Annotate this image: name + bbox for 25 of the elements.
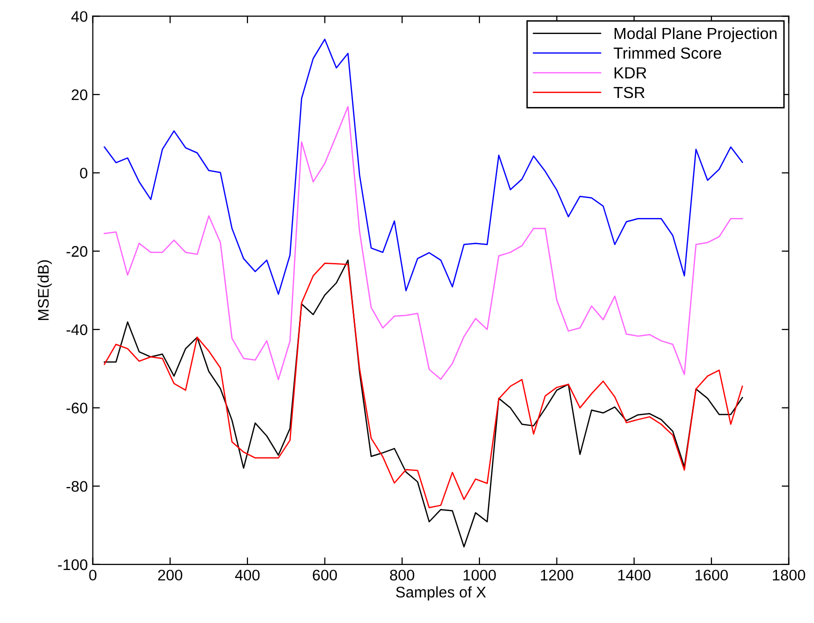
x-tick-label: 200 <box>158 570 182 581</box>
y-tick-label: -80 <box>66 480 88 492</box>
legend-label: TSR <box>614 86 645 98</box>
legend-label: Modal Plane Projection <box>614 27 777 42</box>
x-tick-label: 400 <box>235 570 260 581</box>
y-tick-label: -20 <box>66 246 88 257</box>
line-series <box>104 106 743 380</box>
y-tick-label: -40 <box>66 324 88 336</box>
y-axis-title: MSE(dB) <box>38 260 52 320</box>
y-tick-label: 20 <box>72 89 88 100</box>
legend-label: Trimmed Score <box>614 47 722 59</box>
legend-label: KDR <box>614 67 646 78</box>
y-tick-label: 40 <box>71 11 88 22</box>
y-tick-label: -60 <box>66 402 88 414</box>
x-tick-label: 1000 <box>464 570 496 581</box>
x-tick-label: 0 <box>89 570 96 581</box>
y-tick-label: 0 <box>80 168 88 179</box>
x-tick-label: 1400 <box>618 570 651 581</box>
x-tick-label: 1600 <box>696 570 728 581</box>
x-tick-label: 1800 <box>772 570 806 581</box>
y-tick-label: -100 <box>58 559 88 570</box>
x-axis-title: Samples of X <box>396 586 486 601</box>
x-tick-label: 1200 <box>540 570 574 581</box>
x-tick-label: 600 <box>312 570 337 581</box>
x-tick-label: 800 <box>390 570 414 581</box>
